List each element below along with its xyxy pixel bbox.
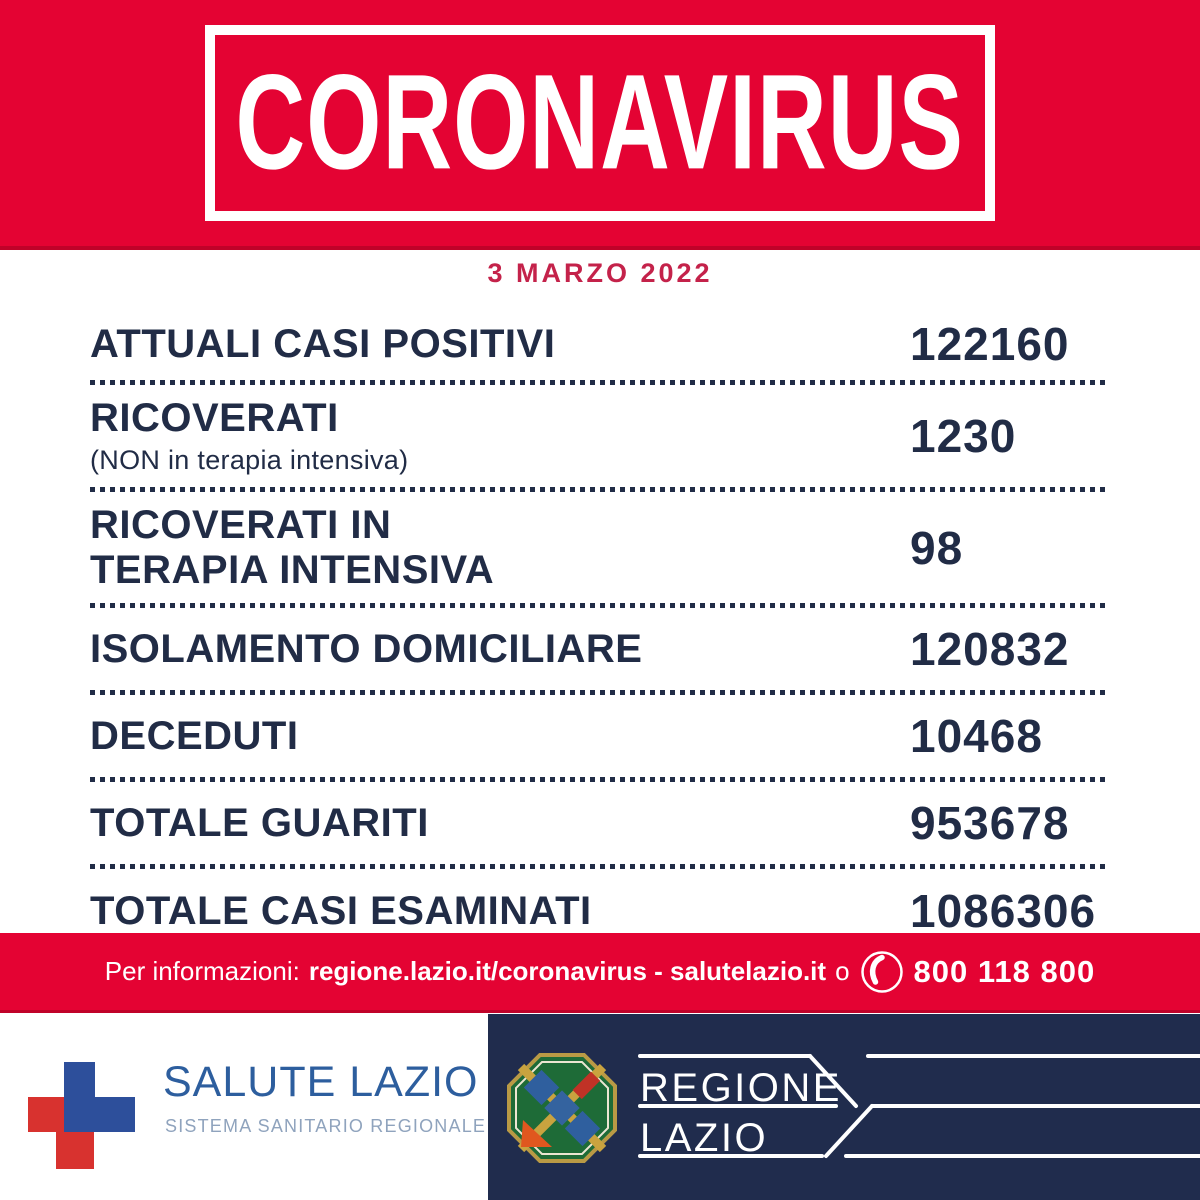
info-links: regione.lazio.it/coronavirus - salutelaz… — [308, 956, 827, 986]
info-phone-number: 800 118 800 — [913, 953, 1096, 989]
stat-sublabel: (NON in terapia intensiva) — [90, 444, 409, 475]
table-row: TOTALE GUARITI 953678 — [90, 782, 1110, 864]
stat-label: TOTALE CASI ESAMINATI — [90, 888, 592, 933]
stat-label: RICOVERATI IN TERAPIA INTENSIVA — [90, 502, 495, 592]
regione-lazio-ribbon-lines — [638, 1054, 1200, 1158]
info-connector: o — [835, 956, 850, 986]
regione-lazio-emblem-icon — [507, 1053, 617, 1163]
page-title: CORONAVIRUS — [235, 46, 965, 198]
dashed-divider — [90, 380, 1110, 385]
stat-value: 1230 — [910, 409, 1017, 462]
table-row: ATTUALI CASI POSITIVI 122160 — [90, 308, 1110, 380]
report-date: 3 MARZO 2022 — [487, 258, 713, 288]
info-prefix: Per informazioni: — [104, 956, 300, 986]
salute-lazio-panel: SALUTE LAZIO SISTEMA SANITARIO REGIONALE — [0, 1014, 488, 1200]
stat-value: 1086306 — [910, 885, 1097, 938]
table-row: RICOVERATI (NON in terapia intensiva) 12… — [90, 385, 1110, 487]
info-bar: Per informazioni: regione.lazio.it/coron… — [0, 933, 1200, 1013]
dashed-divider — [90, 486, 1110, 492]
stat-label: ATTUALI CASI POSITIVI — [90, 321, 556, 366]
stat-value: 953678 — [910, 797, 1070, 850]
stat-value: 10468 — [910, 710, 1043, 763]
stats-table: ATTUALI CASI POSITIVI 122160 RICOVERATI … — [90, 308, 1110, 953]
footer-logos: SALUTE LAZIO SISTEMA SANITARIO REGIONALE — [0, 1014, 1200, 1200]
dashed-divider — [90, 603, 1110, 609]
salute-lazio-crosses-icon — [28, 1062, 135, 1169]
stat-value: 120832 — [910, 623, 1070, 676]
salute-lazio-subtitle: SISTEMA SANITARIO REGIONALE — [165, 1116, 487, 1136]
dashed-divider — [90, 690, 1110, 696]
stat-label: ISOLAMENTO DOMICILIARE — [90, 626, 643, 671]
dashed-divider — [90, 864, 1110, 870]
phone-icon — [860, 950, 903, 993]
regione-lazio-wordmark-line2: LAZIO — [640, 1116, 769, 1160]
stat-label: TOTALE GUARITI — [90, 800, 429, 845]
title-border-box: CORONAVIRUS — [205, 25, 995, 221]
header-banner: CORONAVIRUS — [0, 0, 1200, 250]
regione-lazio-wordmark-line1: REGIONE — [640, 1066, 842, 1110]
dashed-divider — [90, 777, 1110, 783]
table-row: TOTALE CASI ESAMINATI 1086306 — [90, 869, 1110, 953]
stat-value: 98 — [910, 521, 964, 574]
stat-label: DECEDUTI — [90, 713, 299, 758]
table-row: ISOLAMENTO DOMICILIARE 120832 — [90, 608, 1110, 690]
table-row: RICOVERATI IN TERAPIA INTENSIVA 98 — [90, 492, 1110, 604]
stat-label: RICOVERATI — [90, 396, 339, 440]
table-row: DECEDUTI 10468 — [90, 695, 1110, 777]
regione-lazio-panel: REGIONE LAZIO — [488, 1014, 1200, 1200]
stat-value: 122160 — [910, 318, 1070, 370]
salute-lazio-title: SALUTE LAZIO — [163, 1058, 479, 1106]
